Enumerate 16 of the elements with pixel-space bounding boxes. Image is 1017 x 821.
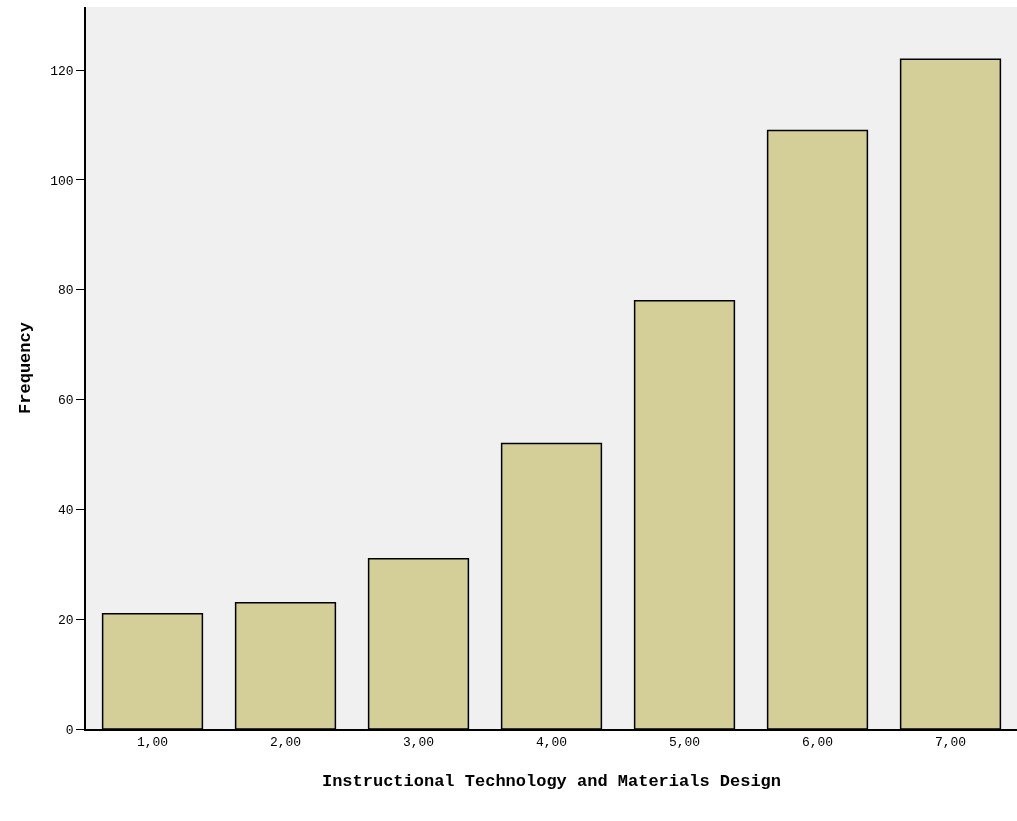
x-tick-label: 4,00 [535,735,568,751]
y-tick-label: 0 [65,722,74,738]
y-axis-title: Frequency [16,322,36,414]
y-tick-label: 60 [58,393,74,409]
x-tick-label: 2,00 [269,735,302,751]
x-tick-label: 5,00 [668,735,701,751]
x-axis-title: Instructional Technology and Materials Design [321,772,782,792]
y-tick-label: 20 [58,612,74,628]
x-tick-label: 1,00 [136,735,169,751]
x-tick-label: 7,00 [934,735,967,751]
y-tick-label: 80 [58,283,74,299]
y-tick-label: 100 [50,173,74,189]
x-tick-label: 3,00 [402,735,435,751]
y-tick-label: 120 [50,63,74,79]
y-tick-label: 40 [58,502,74,518]
x-tick-label: 6,00 [801,735,834,751]
